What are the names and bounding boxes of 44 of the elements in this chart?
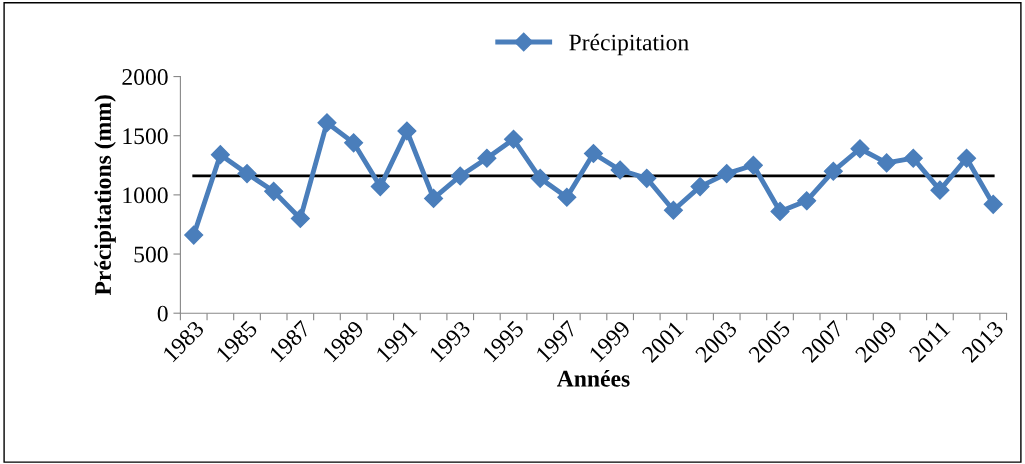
y-tick-label: 2000 [122, 69, 168, 85]
point [424, 188, 444, 208]
legend-label: Précipitation [569, 33, 689, 56]
point [850, 139, 870, 159]
point [610, 160, 630, 180]
point [743, 155, 763, 175]
x-tick-label: 2011 [908, 320, 951, 363]
y-tick-label: 500 [134, 246, 168, 263]
point [370, 177, 390, 197]
point [264, 181, 284, 201]
point [983, 194, 1003, 214]
y-tick-label: 0 [157, 305, 168, 322]
point [797, 191, 817, 211]
y-axis-title: Précipitations (mm) [94, 95, 116, 296]
y-tick-label: 1500 [123, 128, 168, 145]
point [530, 168, 550, 188]
point [210, 145, 230, 165]
point [397, 121, 417, 141]
point [184, 225, 204, 245]
x-tick-label: 1989 [322, 319, 365, 363]
point [823, 161, 843, 181]
y-tick-label: 1000 [123, 187, 168, 204]
point [237, 164, 257, 184]
point [317, 113, 337, 133]
point [930, 180, 950, 200]
point [637, 168, 657, 188]
x-tick-label: 1991 [375, 320, 418, 363]
point [583, 143, 604, 164]
point [344, 133, 364, 153]
x-tick-label: 1993 [428, 319, 472, 363]
point [717, 164, 737, 184]
point [903, 148, 923, 168]
point [957, 148, 977, 168]
point [450, 166, 470, 186]
point [290, 209, 310, 229]
x-tick-label: 1999 [588, 319, 632, 363]
point [557, 187, 577, 207]
point [503, 129, 524, 149]
point [663, 200, 683, 220]
point [877, 153, 897, 173]
point [477, 148, 497, 168]
point [770, 201, 790, 221]
point [690, 177, 710, 197]
x-axis-title: Années [556, 370, 630, 387]
